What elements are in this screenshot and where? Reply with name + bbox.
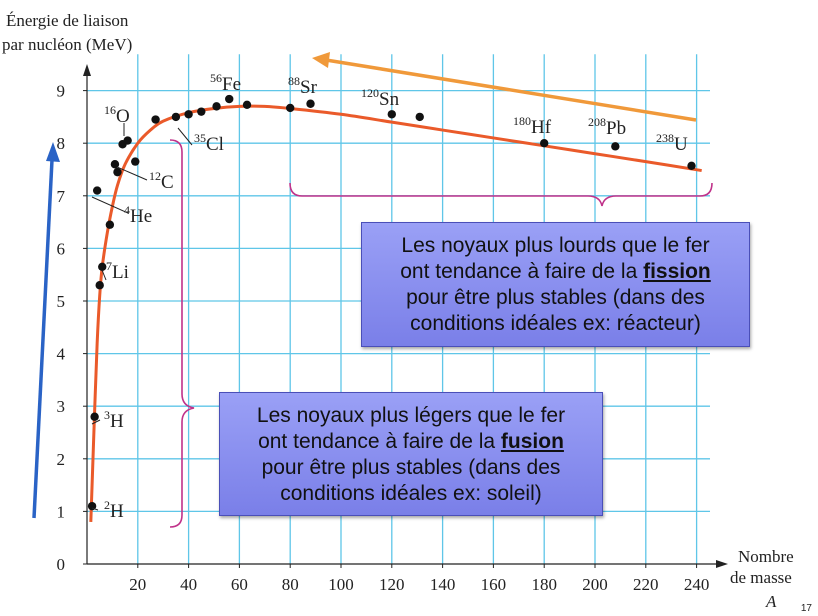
nuclide-label-cl35: 35Cl: [194, 131, 224, 155]
y-axis-arrowhead: [83, 64, 91, 76]
y-tick-label: 5: [57, 292, 66, 311]
x-tick-labels: 20 40 60 80 100 120 140 160 180 200 220 240: [129, 575, 709, 594]
nuclide-label-o16: 16O: [104, 103, 130, 127]
x-axis-arrowhead: [716, 560, 728, 568]
x-tick-label: 20: [129, 575, 146, 594]
data-point: [242, 100, 252, 110]
leader-line: [101, 269, 107, 281]
nuclide-label-u238: 238U: [656, 131, 688, 155]
x-tick-label: 220: [633, 575, 659, 594]
nuclide-labels: 2H 3H 7Li 4He 12C 16O 35Cl 56Fe 88Sr 120Sn 180Hf 20…: [104, 71, 688, 522]
leader-line: [177, 127, 193, 146]
x-tick-label: 100: [328, 575, 354, 594]
nuclide-label-c12: 12C: [149, 169, 174, 193]
x-tick-label: 60: [231, 575, 248, 594]
light-nuclei-brace: [169, 139, 195, 528]
leader-line: [91, 196, 129, 214]
leader-line: [91, 507, 99, 511]
x-axis-label-line1: Nombre: [738, 547, 794, 566]
nuclide-label-h3: 3H: [104, 408, 124, 432]
y-tick-label: 9: [57, 82, 66, 101]
nuclide-label-pb208: 208Pb: [588, 115, 626, 139]
x-tick-label: 120: [379, 575, 405, 594]
fusion-note-line1: Les noyaux plus légers que le fer: [256, 404, 566, 427]
x-tick-label: 180: [531, 575, 557, 594]
fusion-note-line3: pour être plus stables (dans des: [261, 456, 561, 479]
annotations: [32, 52, 713, 528]
data-point: [225, 94, 234, 104]
fission-keyword: fission: [643, 260, 711, 283]
data-point: [611, 142, 620, 151]
data-point: [123, 136, 132, 145]
nuclide-label-sr88: 88Sr: [288, 74, 318, 98]
x-tick-label: 200: [582, 575, 608, 594]
data-point: [92, 186, 102, 195]
nuclide-label-he4: 4He: [124, 203, 152, 227]
nuclide-label-fe56: 56Fe: [210, 71, 241, 95]
x-axis-label-symbol: A: [765, 592, 777, 611]
data-point: [687, 161, 696, 171]
page-number: 17: [800, 603, 812, 614]
data-point: [151, 115, 160, 124]
fusion-note-line2: ont tendance à faire de la fusion: [258, 430, 564, 453]
nuclide-label-sn120: 120Sn: [361, 86, 400, 110]
y-tick-label: 4: [57, 345, 66, 364]
data-points: [87, 94, 696, 511]
nuclide-label-h2: 2H: [104, 498, 124, 522]
y-tick-label: 7: [57, 187, 66, 206]
nuclide-label-li7: 7Li: [106, 259, 129, 283]
x-tick-label: 240: [684, 575, 710, 594]
data-point: [306, 99, 315, 108]
y-tick-label: 6: [57, 239, 66, 258]
data-point: [105, 220, 115, 229]
data-point: [184, 110, 193, 119]
x-axis-label-line2: de masse: [730, 568, 792, 587]
y-axis-label-line1: Énergie de liaison: [6, 11, 129, 30]
x-tick-label: 40: [180, 575, 197, 594]
data-point: [98, 262, 107, 272]
y-tick-label: 3: [57, 397, 66, 416]
fission-note-line1: Les noyaux plus lourds que le fer: [401, 234, 710, 257]
data-point: [415, 112, 424, 122]
data-point: [212, 102, 221, 111]
x-tick-label: 160: [481, 575, 507, 594]
data-point: [95, 281, 104, 290]
fusion-direction-arrow-line: [325, 58, 697, 122]
fission-note-line4: conditions idéales ex: réacteur): [410, 312, 701, 335]
data-point: [90, 412, 99, 421]
fission-note-box: Les noyaux plus lourds que le fer ont te…: [361, 222, 750, 347]
y-tick-label: 0: [57, 555, 66, 574]
data-point: [110, 160, 120, 169]
data-point: [197, 107, 206, 116]
y-tick-labels: 0 1 2 3 4 5 6 7 8 9: [57, 82, 66, 574]
energy-up-arrowhead: [46, 142, 60, 162]
y-tick-label: 8: [57, 134, 66, 153]
label-leader-lines: [91, 123, 193, 511]
fusion-note-line4: conditions idéales ex: soleil): [280, 482, 542, 505]
fusion-note-box: Les noyaux plus légers que le fer ont te…: [219, 392, 603, 516]
fission-note-line3: pour être plus stables (dans des: [406, 286, 705, 309]
data-point: [387, 110, 396, 119]
fission-note-line2: ont tendance à faire de la fission: [400, 260, 711, 283]
heavy-nuclei-brace: [289, 182, 713, 207]
data-point: [171, 112, 181, 122]
data-point: [131, 157, 140, 166]
fusion-direction-arrowhead: [312, 52, 330, 68]
axes: [83, 64, 728, 568]
x-tick-label: 140: [430, 575, 456, 594]
data-point: [286, 103, 295, 113]
leader-line: [91, 419, 101, 425]
y-tick-label: 2: [57, 450, 66, 469]
y-tick-label: 1: [57, 502, 66, 521]
leader-line: [116, 166, 148, 181]
data-point: [540, 139, 549, 148]
data-point: [113, 167, 122, 177]
y-axis-label-line2: par nucléon (MeV): [2, 35, 132, 54]
fusion-keyword: fusion: [500, 430, 564, 453]
x-tick-label: 80: [282, 575, 299, 594]
nuclide-label-hf180: 180Hf: [513, 114, 552, 138]
energy-up-arrow-line: [32, 159, 54, 519]
